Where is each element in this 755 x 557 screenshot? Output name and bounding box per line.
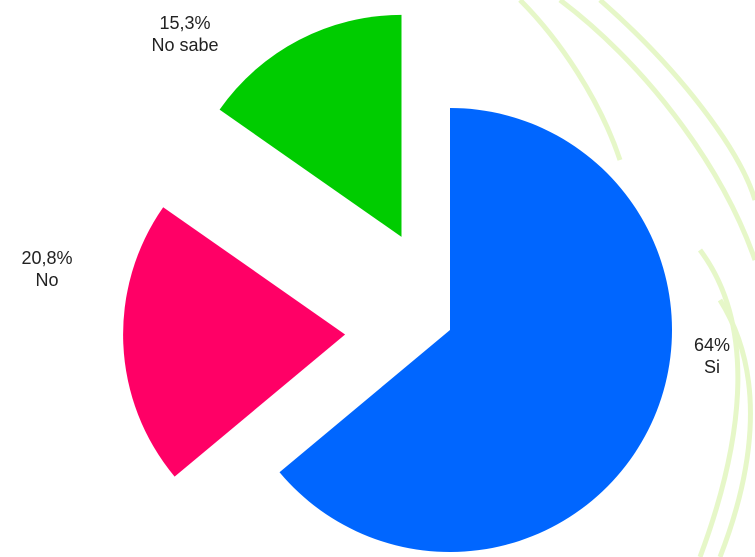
slice-value-label: 64%	[694, 335, 730, 355]
slice-category-label: No	[35, 270, 58, 290]
pie-slice	[219, 14, 402, 237]
pie-slice	[123, 207, 346, 477]
slice-value-label: 20,8%	[21, 248, 72, 268]
background-decoration	[518, 0, 755, 557]
slice-value-label: 15,3%	[159, 13, 210, 33]
slice-category-label: Si	[704, 357, 720, 377]
slice-category-label: No sabe	[151, 35, 218, 55]
pie-slice	[279, 108, 672, 552]
